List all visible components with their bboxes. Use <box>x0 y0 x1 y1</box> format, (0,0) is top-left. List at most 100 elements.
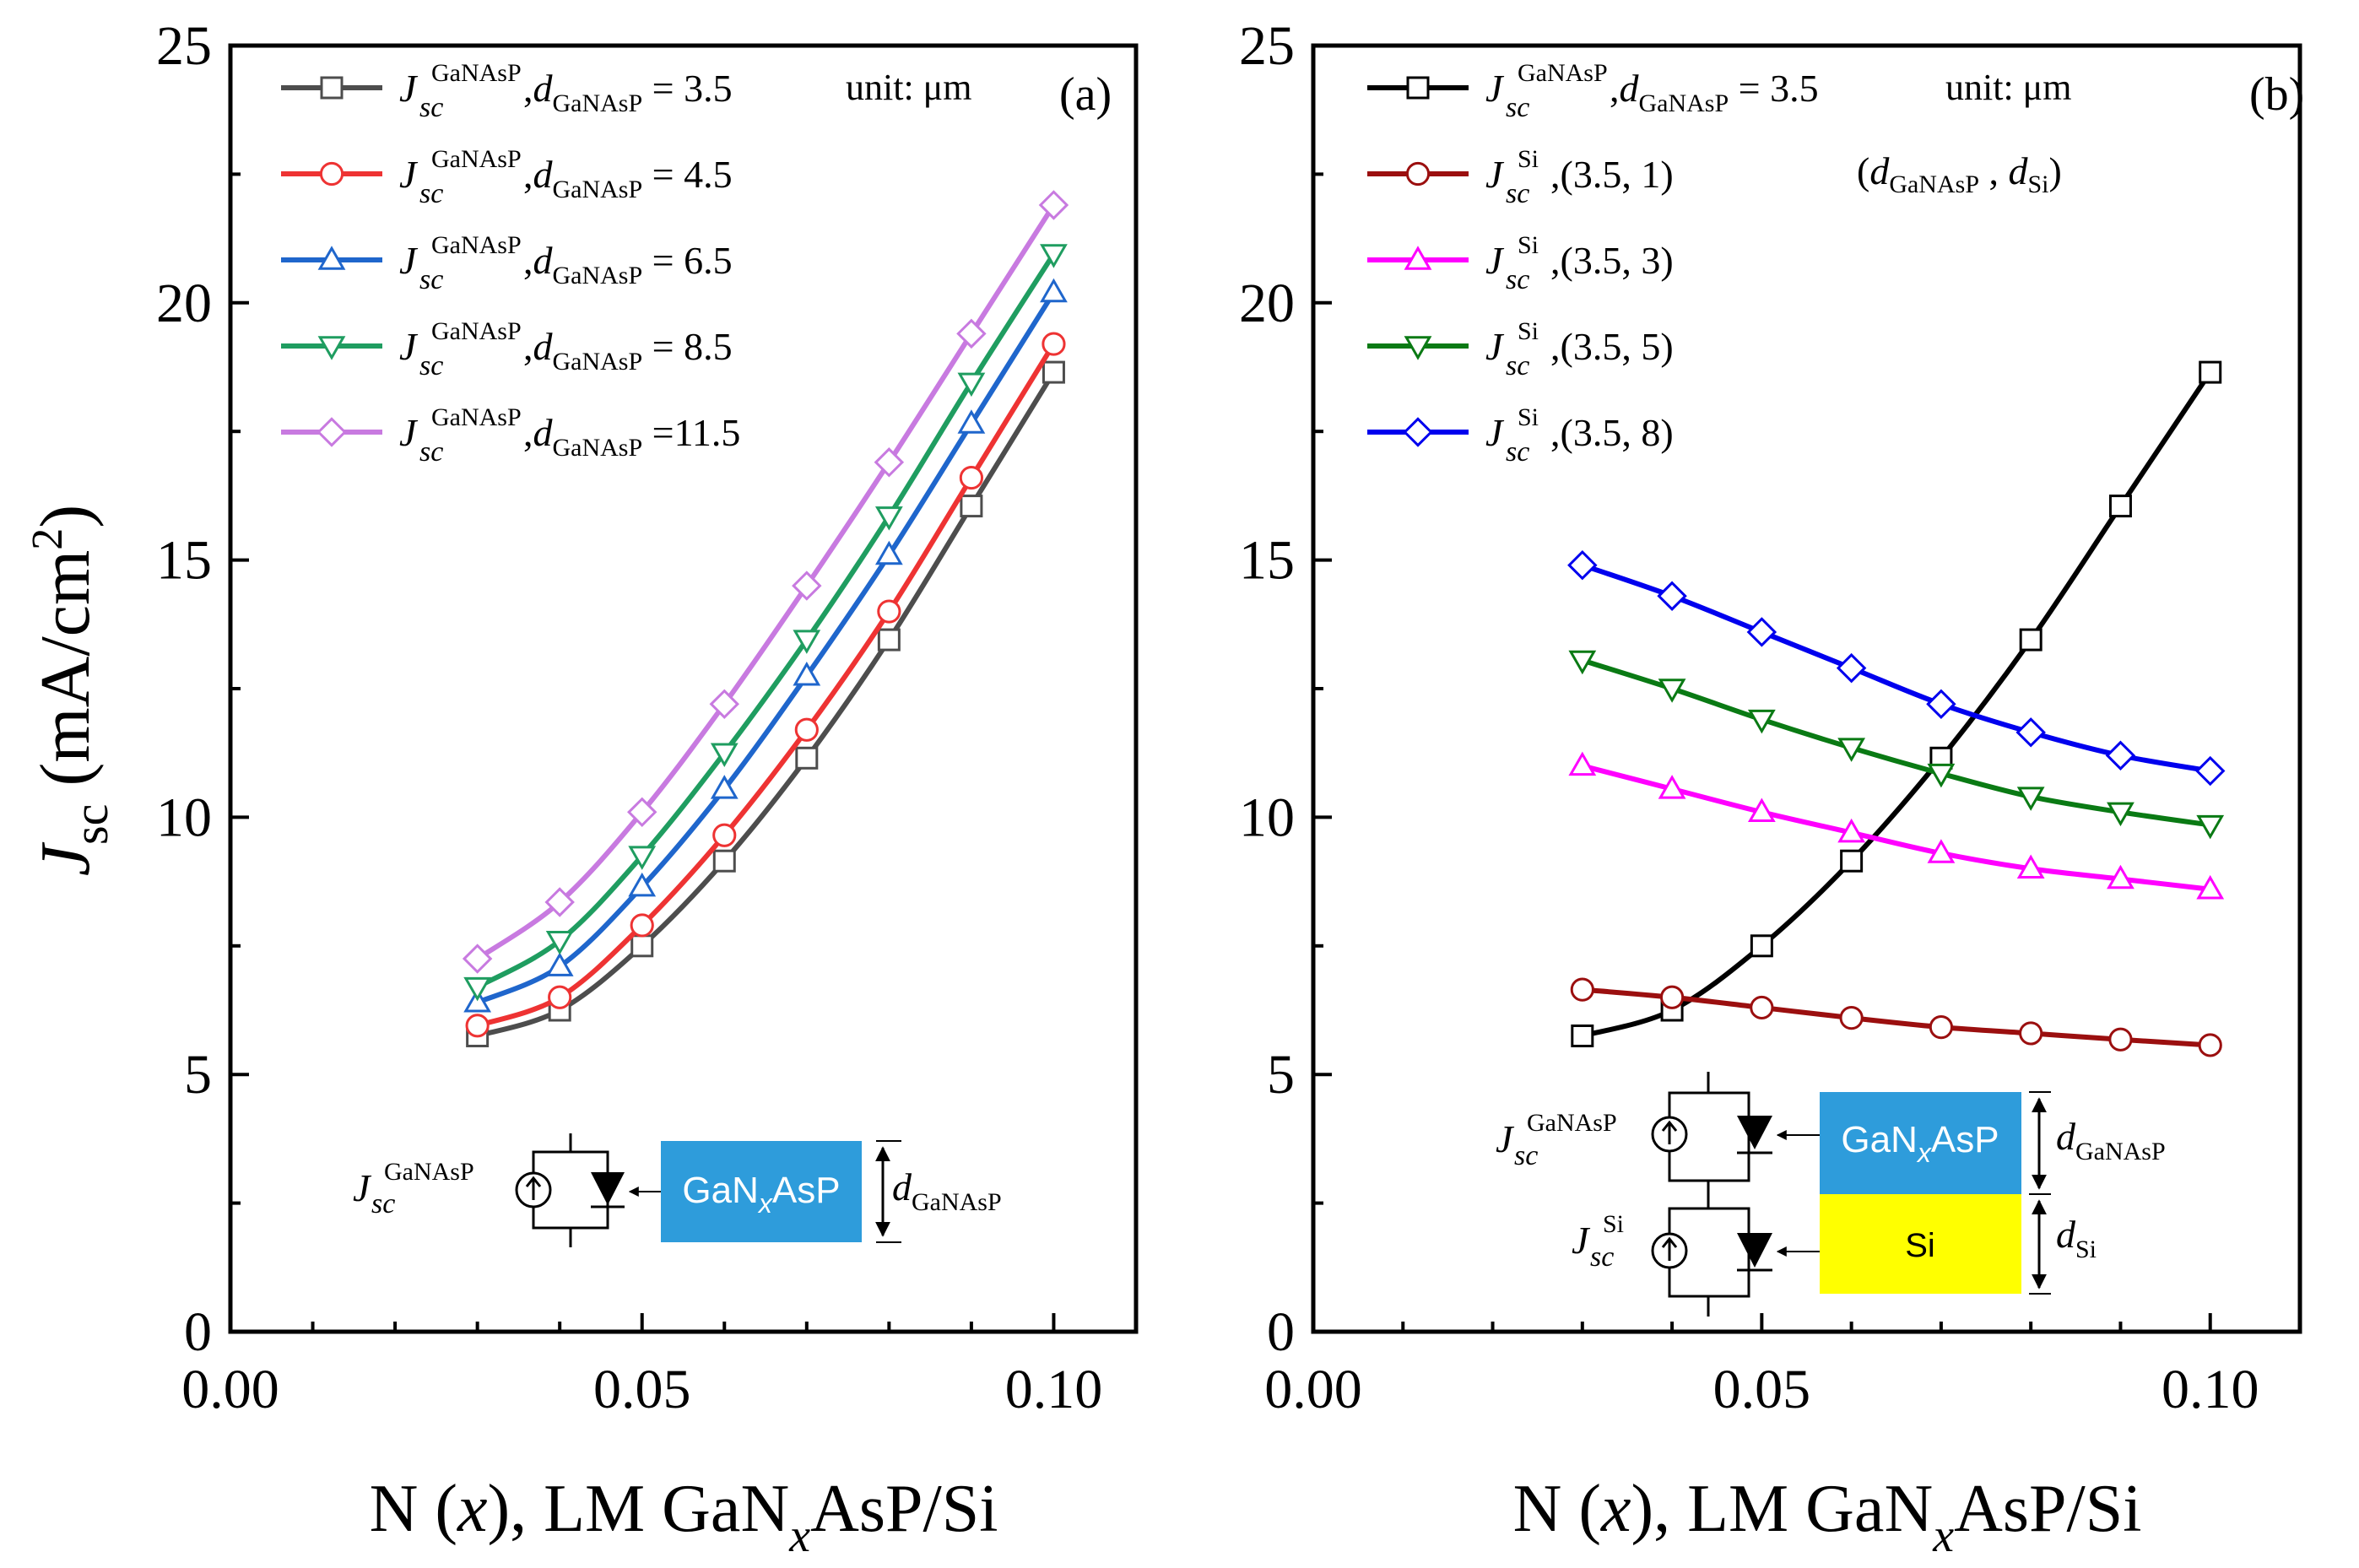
data-point <box>2198 1033 2222 1057</box>
ylabel-close: ) <box>26 505 105 528</box>
legend-sub: sc <box>419 178 443 209</box>
legend-sup: GaNAsP <box>431 317 522 345</box>
data-point <box>627 797 657 828</box>
legend-rest: ,(3.5, 5) <box>1550 325 1674 368</box>
panel-label: (b) <box>2249 68 2304 121</box>
legend-marker <box>1403 417 1433 447</box>
si-block <box>1820 1194 2021 1294</box>
legend-sub: sc <box>419 92 443 123</box>
legend-entry: J GaNAsP sc ,dGaNAsP = 4.5 <box>281 145 733 209</box>
legend-sup: Si <box>1518 403 1539 431</box>
data-point <box>1568 650 1597 675</box>
legend-marker <box>1404 246 1432 270</box>
ganasp-block-label: GaNxAsP <box>1841 1119 1999 1168</box>
legend-sub: sc <box>1506 92 1529 123</box>
xlabel-mid: ), LM GaN <box>488 1472 790 1546</box>
panel-label: (a) <box>1059 68 1112 121</box>
inset-dim-bottom: dSi <box>2056 1213 2097 1263</box>
legend-sub: sc <box>1506 350 1529 381</box>
legend-rest: ,dGaNAsP = 4.5 <box>523 153 733 203</box>
data-point <box>1747 798 1776 823</box>
series-line <box>1581 657 2211 828</box>
legend-rest: ,dGaNAsP =11.5 <box>523 411 740 462</box>
y-tick-label: 5 <box>184 1044 212 1106</box>
xlabel-post: AsP/Si <box>810 1472 998 1546</box>
legend-j: J <box>1485 411 1505 454</box>
data-point <box>1837 818 1866 843</box>
panel-b: 0 5 10 15 20 25 0.00 0.05 0.10 J GaNAsP sc ,dGaNAsP… <box>1239 15 2304 1562</box>
series-2 <box>1570 977 2222 1057</box>
data-point <box>710 775 739 799</box>
data-point <box>957 372 986 397</box>
data-point <box>1839 1006 1864 1030</box>
ylabel-units: (mA/cm <box>26 550 105 787</box>
legend-sub: sc <box>419 350 443 381</box>
inset-jsc-bottom-label: J <box>1572 1219 1591 1262</box>
legend-sup: Si <box>1518 145 1539 173</box>
data-point <box>2107 864 2134 889</box>
legend-sub: sc <box>1506 178 1529 209</box>
xlabel-sub: x <box>1932 1510 1954 1562</box>
legend-sup: GaNAsP <box>431 403 522 431</box>
inset-jsc-top-label: J <box>1496 1117 1515 1160</box>
inset-circuit-a: J GaNAsP sc GaNxAsP dGaNAsP <box>353 1133 1002 1247</box>
xlabel-sub: x <box>788 1510 810 1562</box>
diode-icon <box>1737 1233 1772 1268</box>
data-point <box>957 409 986 434</box>
xlabel-var: x <box>1600 1472 1631 1546</box>
legend-sup: GaNAsP <box>431 231 522 259</box>
inset-jsc-top-sup: GaNAsP <box>1527 1109 1617 1137</box>
x-tick-label: 0.10 <box>1005 1359 1103 1420</box>
data-point <box>712 849 736 873</box>
data-point <box>1042 332 1066 356</box>
legend-sub: sc <box>419 264 443 295</box>
series-4 <box>1568 650 2225 840</box>
data-point <box>874 540 903 565</box>
legend-marker <box>317 246 346 270</box>
inset-jsc-label: J <box>353 1166 372 1209</box>
legend-marker <box>1405 161 1431 187</box>
unit-note: unit: μm <box>846 67 972 108</box>
legend-marker <box>317 417 347 447</box>
data-point <box>1038 190 1069 220</box>
legend-entry: J GaNAsP sc ,dGaNAsP = 3.5 <box>1367 59 1819 123</box>
inset-jsc-sup: GaNAsP <box>384 1158 474 1186</box>
xlabel-pre: N ( <box>370 1472 457 1546</box>
series-line <box>475 203 1056 961</box>
legend-rest: ,(3.5, 1) <box>1550 153 1674 196</box>
legend-entry: J Si sc ,(3.5, 5) <box>1367 317 1674 381</box>
xlabel-mid: ), LM GaN <box>1631 1472 1934 1546</box>
series-1 <box>1571 360 2222 1047</box>
legend-j: J <box>1485 325 1505 368</box>
si-block-label: Si <box>1905 1227 1935 1264</box>
data-point <box>1926 689 1956 720</box>
unit-note: unit: μm <box>1945 67 2072 108</box>
inset-dim-label: dGaNAsP <box>892 1165 1002 1216</box>
data-point <box>1568 751 1597 776</box>
ylabel-j: J <box>26 841 105 876</box>
legend-entry: J GaNAsP sc ,dGaNAsP = 3.5 <box>281 59 733 123</box>
data-point <box>1836 652 1867 684</box>
data-point <box>1750 995 1774 1020</box>
y-tick-label: 5 <box>1267 1044 1295 1106</box>
legend-b: J GaNAsP sc ,dGaNAsP = 3.5 J Si sc ,(3.5, 1) J Si… <box>1367 59 1819 468</box>
data-point <box>545 931 574 955</box>
data-point <box>1747 709 1776 734</box>
data-point <box>2019 628 2042 652</box>
data-point <box>2199 360 2222 384</box>
data-point <box>795 746 819 770</box>
legend-j: J <box>399 67 419 110</box>
data-point <box>462 944 493 974</box>
data-point <box>710 743 739 768</box>
legend-a: J GaNAsP sc ,dGaNAsP = 3.5 J GaNAsP sc ,dGaNAsP… <box>281 59 740 468</box>
y-axis-label: Jsc (mA/cm2) <box>24 505 118 877</box>
ylabel-power: 2 <box>24 528 72 550</box>
data-point <box>2196 814 2225 840</box>
inset-jsc-top-sub: sc <box>1514 1140 1538 1171</box>
data-point <box>628 872 657 897</box>
x-tick-label: 0.05 <box>593 1359 691 1420</box>
diode-icon <box>591 1172 625 1205</box>
legend-j: J <box>1485 67 1505 110</box>
data-point <box>544 887 575 917</box>
